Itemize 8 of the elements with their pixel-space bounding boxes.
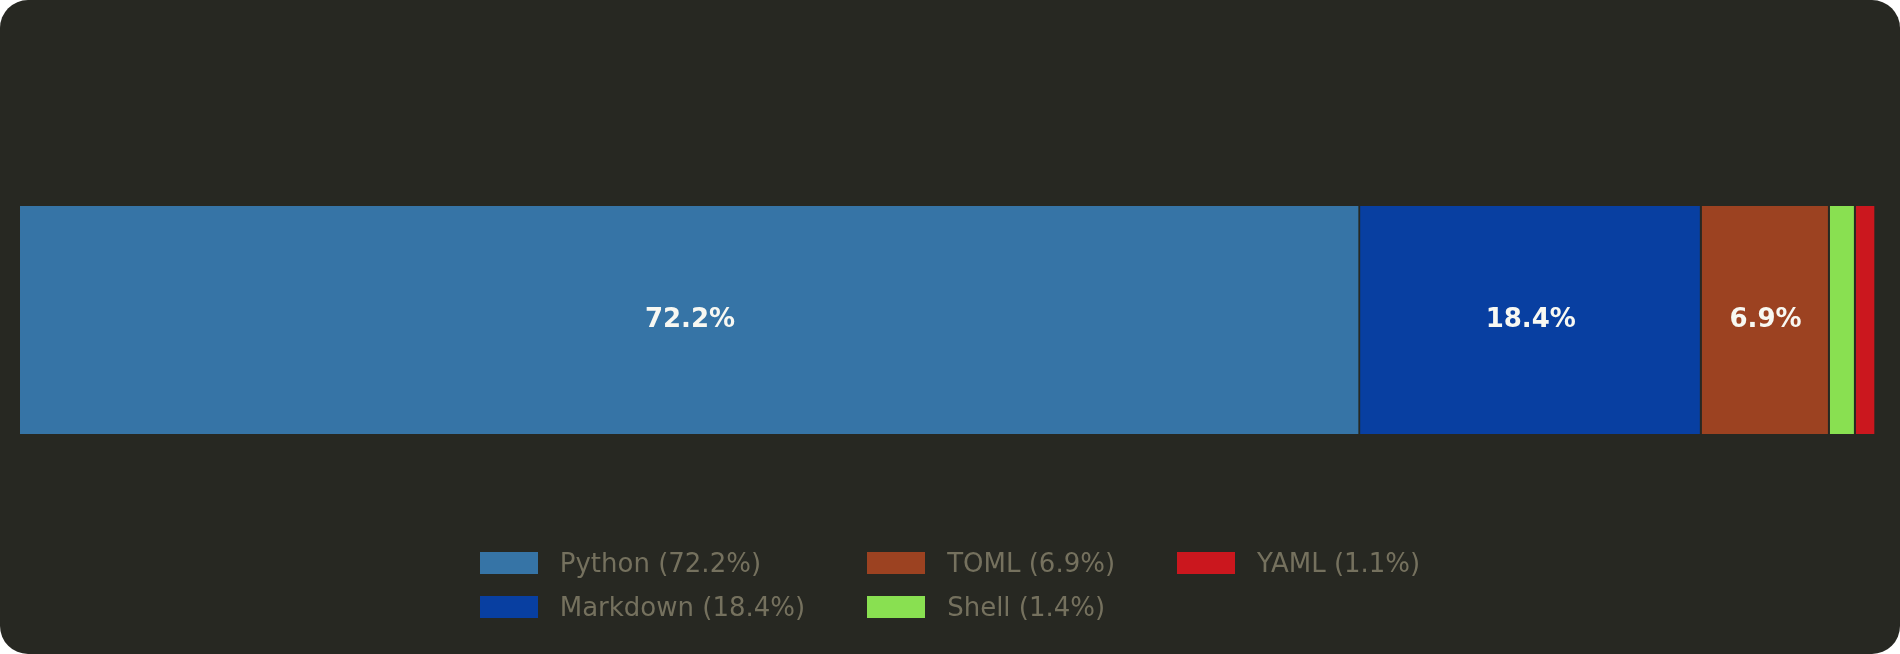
legend-label: TOML (6.9%) [947, 548, 1116, 578]
data-label: 18.4% [1485, 302, 1576, 333]
legend-label: YAML (1.1%) [1257, 548, 1421, 578]
data-label: 72.2% [644, 302, 736, 333]
legend-label: Python (72.2%) [559, 548, 762, 578]
data-label: 6.9% [1729, 302, 1802, 333]
legend-label: Shell (1.4%) [947, 592, 1106, 622]
legend-label: Markdown (18.4%) [559, 592, 806, 622]
